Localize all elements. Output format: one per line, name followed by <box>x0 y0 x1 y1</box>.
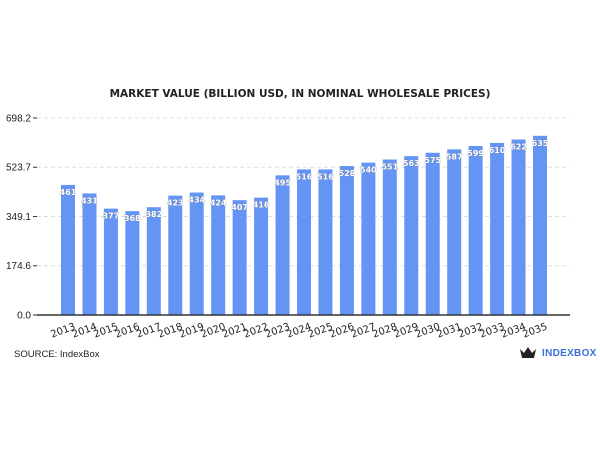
bar <box>254 197 269 315</box>
data-label: 599 <box>467 149 484 158</box>
bar <box>275 175 290 315</box>
data-label: 622 <box>510 143 527 152</box>
data-label: 563 <box>403 159 420 168</box>
data-label: 587 <box>446 152 463 161</box>
bar <box>425 152 440 315</box>
bar <box>125 211 140 315</box>
data-label: 516 <box>317 172 334 181</box>
data-label: 551 <box>381 163 398 172</box>
bar <box>189 192 204 315</box>
bar <box>511 139 526 315</box>
data-label: 382 <box>145 210 162 219</box>
bar <box>146 207 161 315</box>
data-label: 528 <box>339 169 356 178</box>
data-label: 416 <box>253 201 270 210</box>
bar <box>318 169 333 315</box>
crown-icon <box>520 347 536 358</box>
bar <box>103 208 118 315</box>
data-label: 434 <box>188 196 205 205</box>
bar <box>382 159 397 315</box>
bar <box>361 162 376 315</box>
data-label: 635 <box>532 139 549 148</box>
data-label: 516 <box>296 172 313 181</box>
data-label: 407 <box>231 203 248 212</box>
y-tick-label: 174.6 <box>6 261 31 272</box>
data-label: 423 <box>167 199 184 208</box>
y-tick-label: 0.0 <box>17 311 31 322</box>
bar <box>211 195 226 315</box>
data-label: 540 <box>360 166 377 175</box>
data-label: 461 <box>60 188 77 197</box>
indexbox-logo[interactable]: INDEXBOX <box>519 346 597 360</box>
y-tick-label: 349.1 <box>6 212 31 223</box>
bar <box>82 193 97 315</box>
bar <box>533 135 547 315</box>
bar <box>468 145 483 315</box>
y-tick-label: 698.2 <box>6 114 31 125</box>
data-label: 431 <box>81 196 98 205</box>
bar <box>297 169 311 315</box>
bar <box>61 184 75 315</box>
data-label: 575 <box>424 156 441 165</box>
bar <box>404 156 419 315</box>
data-label: 610 <box>489 146 506 155</box>
bar <box>339 166 354 315</box>
chart-title: MARKET VALUE (BILLION USD, IN NOMINAL WH… <box>109 88 491 100</box>
data-label: 368 <box>124 214 141 223</box>
data-label: 377 <box>103 212 120 221</box>
source-label: SOURCE: IndexBox <box>14 349 100 360</box>
x-tick-label: 2035 <box>521 321 549 340</box>
data-label: 424 <box>210 198 227 207</box>
y-tick-label: 523.7 <box>6 163 31 174</box>
data-label: 495 <box>274 178 291 187</box>
bar <box>168 195 183 315</box>
bar <box>232 200 247 315</box>
bar <box>490 142 505 315</box>
bar <box>447 149 462 315</box>
logo-text: INDEXBOX <box>542 347 597 359</box>
